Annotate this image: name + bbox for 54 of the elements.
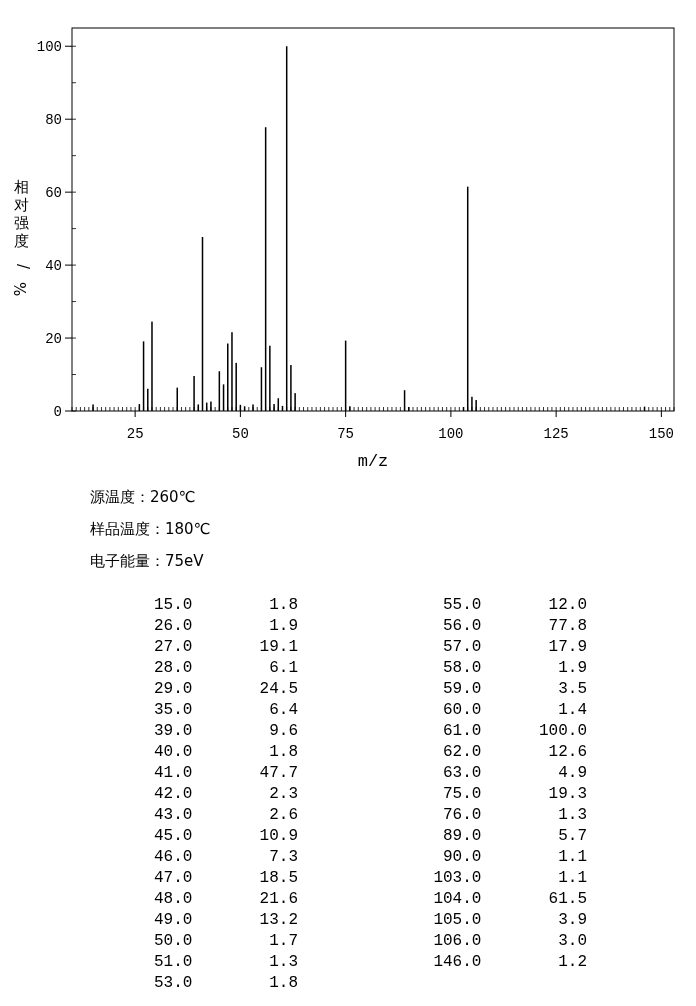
text: 39.0 9.6 bbox=[153, 722, 298, 740]
text: 41.0 47.7 bbox=[153, 764, 298, 782]
text: 63.0 4.9 bbox=[442, 764, 587, 782]
text: 49.0 13.2 bbox=[153, 911, 298, 929]
text: 42.0 2.3 bbox=[153, 785, 298, 803]
y-tick-label: 60 bbox=[45, 185, 62, 202]
y-tick-label: 100 bbox=[36, 39, 62, 56]
ylabel: 相对强度/% bbox=[9, 178, 33, 297]
x-tick-label: 25 bbox=[126, 426, 144, 442]
text: 53.0 1.8 bbox=[153, 974, 298, 992]
text: 15.0 1.8 bbox=[153, 596, 298, 614]
text: 90.0 1.1 bbox=[442, 848, 587, 866]
text: 59.0 3.5 bbox=[442, 680, 587, 698]
text: 89.0 5.7 bbox=[442, 827, 587, 845]
y-tick-label: 40 bbox=[45, 258, 62, 275]
y-tick-label: 80 bbox=[45, 112, 62, 129]
text: 146.0 1.2 bbox=[433, 953, 587, 971]
text: 58.0 1.9 bbox=[442, 659, 587, 677]
text: 29.0 24.5 bbox=[153, 680, 298, 698]
text: 源温度：260℃ bbox=[90, 488, 196, 506]
text: 62.0 12.6 bbox=[442, 743, 587, 761]
x-tick-label: 125 bbox=[543, 426, 569, 442]
x-tick-label: 100 bbox=[438, 426, 464, 442]
text: 45.0 10.9 bbox=[153, 827, 298, 845]
text: 50.0 1.7 bbox=[153, 932, 298, 950]
text: 57.0 17.9 bbox=[442, 638, 587, 656]
text: 46.0 7.3 bbox=[153, 848, 298, 866]
x-tick-label: 150 bbox=[648, 426, 674, 442]
text: 样品温度：180℃ bbox=[90, 520, 211, 538]
text: 60.0 1.4 bbox=[442, 701, 587, 719]
text: 26.0 1.9 bbox=[153, 617, 298, 635]
text: 51.0 1.3 bbox=[153, 953, 298, 971]
x-tick-label: 50 bbox=[231, 426, 249, 442]
text: 75.0 19.3 bbox=[442, 785, 587, 803]
text: 43.0 2.6 bbox=[153, 806, 298, 824]
y-tick-label: 0 bbox=[53, 404, 62, 420]
x-axis-title: m/z bbox=[357, 452, 389, 471]
text: 电子能量：75eV bbox=[90, 552, 205, 570]
text: 76.0 1.3 bbox=[442, 806, 587, 824]
text: 55.0 12.0 bbox=[442, 596, 587, 614]
text: 47.0 18.5 bbox=[153, 869, 298, 887]
y-tick-label: 20 bbox=[45, 331, 62, 348]
x-tick-label: 75 bbox=[337, 426, 355, 442]
text: 40.0 1.8 bbox=[153, 743, 298, 761]
text: 103.0 1.1 bbox=[433, 869, 587, 887]
text: 27.0 19.1 bbox=[153, 638, 298, 656]
text: 28.0 6.1 bbox=[153, 659, 298, 677]
text: 105.0 3.9 bbox=[433, 911, 587, 929]
text: 61.0 100.0 bbox=[442, 722, 587, 740]
text: 56.0 77.8 bbox=[442, 617, 587, 635]
text: 104.0 61.5 bbox=[433, 890, 587, 908]
text: 48.0 21.6 bbox=[153, 890, 298, 908]
text: 106.0 3.0 bbox=[433, 932, 587, 950]
text: 35.0 6.4 bbox=[153, 701, 298, 719]
